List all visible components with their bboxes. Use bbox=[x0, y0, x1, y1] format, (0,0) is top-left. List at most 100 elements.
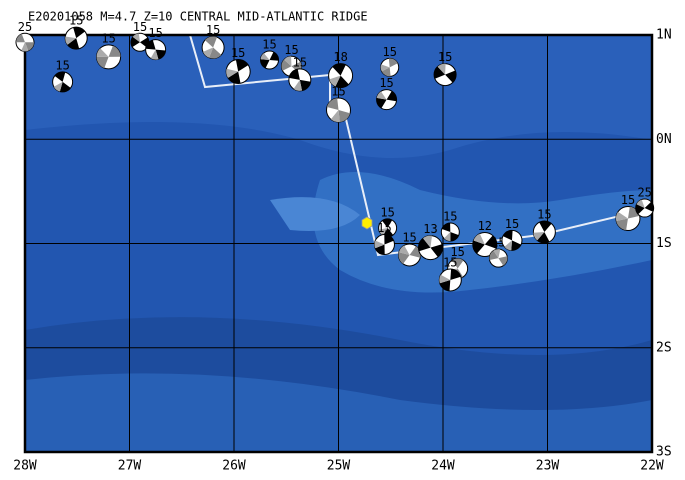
depth-label: 15 bbox=[382, 45, 396, 59]
focal-mechanism bbox=[288, 68, 312, 92]
compression bbox=[398, 246, 421, 264]
frame bbox=[23, 33, 654, 454]
depth-label: 15 bbox=[379, 76, 393, 90]
dilatation bbox=[533, 232, 545, 241]
focal-mechanism bbox=[328, 63, 354, 89]
focal-mechanism bbox=[260, 50, 280, 70]
focal-mechanism bbox=[96, 44, 122, 70]
depth-label: 15 bbox=[101, 31, 115, 45]
focal-mechanism bbox=[380, 57, 400, 77]
lat-label: 2S bbox=[656, 340, 672, 355]
lon-label: 27W bbox=[118, 459, 142, 474]
compression bbox=[332, 63, 349, 88]
lon-label: 23W bbox=[536, 459, 560, 474]
map-title: E20201058 M=4.7 Z=10 CENTRAL MID-ATLANTI… bbox=[28, 10, 368, 24]
compression bbox=[204, 36, 222, 59]
dilatation bbox=[493, 249, 501, 259]
dilatation bbox=[65, 36, 77, 45]
lon-label: 25W bbox=[327, 459, 351, 474]
dilatation bbox=[636, 199, 645, 209]
lat-label: 1N bbox=[656, 28, 672, 43]
dilatation bbox=[203, 47, 214, 58]
focal-mechanism bbox=[225, 58, 251, 84]
dilatation bbox=[615, 211, 628, 221]
compression bbox=[472, 235, 497, 254]
dilatation bbox=[437, 63, 446, 75]
depth-label: 15 bbox=[284, 43, 298, 57]
lon-label: 22W bbox=[640, 459, 664, 474]
depth-label: 15 bbox=[231, 46, 245, 60]
dilatation bbox=[376, 91, 387, 100]
compression bbox=[67, 27, 85, 50]
focal-mechanism bbox=[130, 32, 150, 52]
focal-mechanism bbox=[398, 243, 422, 267]
compression bbox=[376, 91, 397, 109]
depth-label: 15 bbox=[443, 210, 457, 224]
compression bbox=[489, 250, 508, 266]
focal-mechanism bbox=[615, 205, 641, 231]
focal-mechanism bbox=[635, 198, 655, 218]
depth-label: 15 bbox=[331, 85, 345, 99]
focal-mechanism bbox=[376, 89, 398, 111]
dilatation bbox=[96, 48, 109, 57]
depth-label: 15 bbox=[505, 217, 519, 231]
depth-label: 15 bbox=[537, 208, 551, 222]
dilatation bbox=[21, 42, 29, 52]
focal-mechanism bbox=[440, 222, 460, 242]
depth-label: 15 bbox=[443, 255, 457, 269]
compression bbox=[15, 33, 35, 51]
depth-label: 15 bbox=[55, 58, 69, 72]
dilatation bbox=[150, 49, 159, 60]
compression bbox=[434, 66, 457, 83]
compression bbox=[54, 71, 71, 92]
focal-mechanism bbox=[326, 97, 351, 123]
epicenter bbox=[361, 216, 373, 230]
focal-mechanism bbox=[501, 229, 523, 251]
compression bbox=[441, 223, 459, 241]
dilatation bbox=[132, 33, 140, 43]
depth-label: 12 bbox=[478, 219, 492, 233]
focal-mechanism bbox=[417, 235, 443, 261]
compression bbox=[145, 40, 166, 60]
lat-label: 1S bbox=[656, 236, 672, 251]
focal-mechanism bbox=[64, 26, 88, 50]
depth-label: 15 bbox=[69, 14, 83, 28]
compression bbox=[96, 45, 121, 69]
depth-label: 15 bbox=[402, 230, 416, 244]
compression bbox=[375, 234, 394, 255]
dilatation bbox=[444, 232, 451, 242]
focal-mechanism bbox=[378, 218, 398, 238]
depth-label: 15 bbox=[621, 193, 635, 207]
compression bbox=[537, 221, 552, 244]
dilatation bbox=[374, 240, 385, 249]
compression bbox=[326, 98, 351, 122]
dilatation bbox=[504, 240, 512, 251]
focal-mechanism bbox=[201, 36, 225, 60]
dilatation bbox=[53, 81, 63, 92]
dilatation bbox=[284, 56, 292, 67]
dilatation bbox=[380, 64, 390, 72]
compression bbox=[130, 36, 149, 48]
compression bbox=[382, 218, 394, 237]
depth-label: 15 bbox=[262, 38, 276, 52]
compression bbox=[228, 59, 249, 84]
compression bbox=[616, 206, 640, 231]
depth-label: 25 bbox=[637, 186, 651, 200]
compression bbox=[502, 230, 521, 251]
focal-mechanism bbox=[472, 232, 498, 258]
compression bbox=[635, 201, 654, 215]
depth-label: 15 bbox=[293, 55, 307, 69]
dilatation bbox=[398, 245, 410, 255]
focal-mechanism bbox=[145, 39, 167, 61]
compression bbox=[418, 238, 443, 258]
focal-mechanism bbox=[373, 234, 395, 256]
focal-mechanism bbox=[433, 63, 457, 87]
focal-mechanism bbox=[488, 248, 508, 268]
depth-label: 13 bbox=[423, 222, 437, 236]
dilatation bbox=[293, 79, 302, 91]
focal-mechanism bbox=[438, 268, 462, 292]
focal-mechanism bbox=[532, 220, 556, 244]
compression bbox=[289, 69, 311, 91]
depth-label: 18 bbox=[333, 50, 347, 64]
depth-label: 15 bbox=[377, 221, 391, 235]
